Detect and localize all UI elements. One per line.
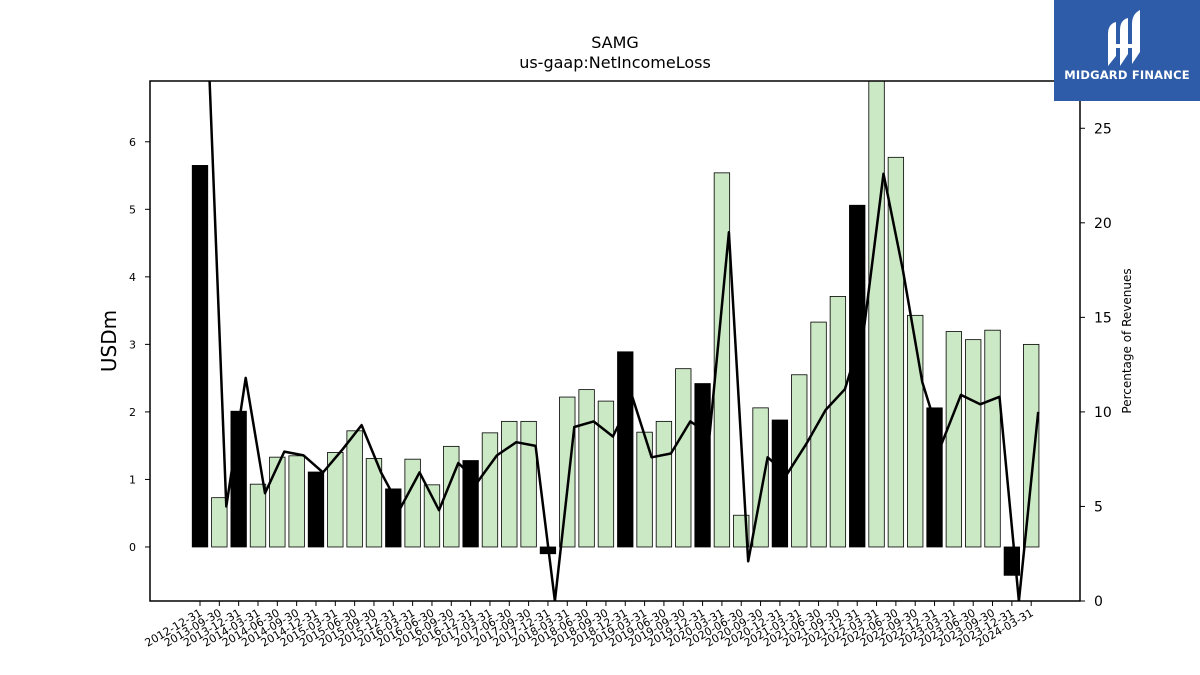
y-tick-label: 4 <box>129 271 136 284</box>
y2-tick-label: 0 <box>1094 594 1103 610</box>
bar-2015-03-31 <box>327 452 344 548</box>
bar-2021-06-30 <box>810 321 827 548</box>
y2-axis-label: Percentage of Revenues <box>1120 268 1134 413</box>
y-axis-ticks: 0 1 2 3 4 5 6 <box>129 136 150 554</box>
logo: MIDGARD FINANCE <box>1054 0 1200 101</box>
bar-2019-12-31 <box>694 383 711 548</box>
bar-2022-03-31 <box>868 80 885 548</box>
y-tick-label: 3 <box>129 338 136 351</box>
bar-2021-09-30 <box>829 296 847 548</box>
bar-2018-06-30 <box>578 389 595 548</box>
bar-2021-03-31 <box>791 374 808 548</box>
y2-tick-label: 10 <box>1094 405 1112 421</box>
chart-title: SAMG <box>591 33 639 52</box>
y2-axis-ticks: 0 5 10 15 20 25 <box>1080 121 1112 610</box>
bar-2013-09-30 <box>211 497 228 548</box>
bar-2016-06-30 <box>423 484 441 548</box>
bar-2022-09-30 <box>907 314 924 548</box>
percentage-line <box>208 81 1040 601</box>
midgard-logo-icon <box>1108 10 1140 66</box>
bar-2022-12-31 <box>926 407 943 548</box>
bar-2022-06-30 <box>887 156 905 548</box>
bar-2014-09-30 <box>288 455 305 548</box>
bar-2019-09-30 <box>675 368 692 548</box>
y-tick-label: 0 <box>129 541 136 554</box>
bar-2018-03-31 <box>559 396 576 548</box>
x-axis-ticks: 2012-12-312013-09-302013-12-312014-03-31… <box>143 601 1036 650</box>
y2-tick-label: 5 <box>1094 499 1103 515</box>
bar-2023-09-30 <box>984 329 1001 548</box>
bar-2016-12-31 <box>462 460 479 548</box>
bar-2023-03-31 <box>945 331 963 548</box>
bar-2017-03-31 <box>481 432 499 548</box>
chart-subtitle: us-gaap:NetIncomeLoss <box>519 53 711 72</box>
y-tick-label: 1 <box>129 473 136 486</box>
bar-2018-12-31 <box>617 351 634 548</box>
bar-2023-06-30 <box>965 339 982 548</box>
line-group <box>208 81 1040 601</box>
y2-tick-label: 15 <box>1094 310 1112 326</box>
bar-2017-09-30 <box>520 420 537 548</box>
bar-2019-06-30 <box>655 420 673 548</box>
y2-tick-label: 20 <box>1094 216 1112 232</box>
bar-2021-12-31 <box>849 204 866 548</box>
bar-2016-03-31 <box>404 458 421 548</box>
bar-2024-03-31 <box>1023 343 1040 548</box>
y2-tick-label: 25 <box>1094 121 1112 137</box>
bar-2012-12-31 <box>191 165 209 548</box>
y-tick-label: 5 <box>129 203 136 216</box>
y-axis-label: USDm <box>97 310 121 372</box>
bar-2014-06-30 <box>269 456 286 548</box>
logo-text: MIDGARD FINANCE <box>1064 68 1190 82</box>
y-tick-label: 2 <box>129 406 136 419</box>
bar-2018-09-30 <box>597 400 615 548</box>
bar-2014-12-31 <box>307 471 325 548</box>
y-tick-label: 6 <box>129 136 136 149</box>
bar-2014-03-31 <box>249 483 267 548</box>
plot-frame <box>149 80 1081 602</box>
bar-2020-12-31 <box>771 419 789 548</box>
bar-2015-06-30 <box>346 430 363 548</box>
bar-2017-06-30 <box>501 420 518 548</box>
